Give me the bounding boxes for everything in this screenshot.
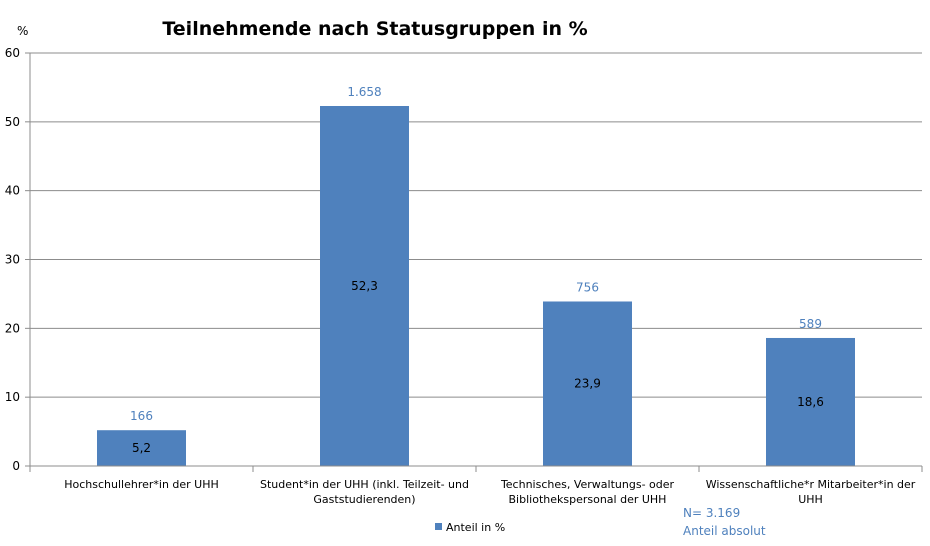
x-category-label: Wissenschaftliche*r Mitarbeiter*in der bbox=[706, 478, 916, 491]
bar-value-label: 18,6 bbox=[797, 395, 824, 409]
y-axis-ticks: 0 10 20 30 40 50 60 bbox=[5, 46, 20, 473]
bar-value-label: 5,2 bbox=[132, 441, 151, 455]
absolute-share-note: Anteil absolut bbox=[683, 524, 766, 538]
bar-absolute-label: 166 bbox=[130, 409, 153, 423]
bar-value-label: 52,3 bbox=[351, 279, 378, 293]
total-count-note: N= 3.169 bbox=[683, 506, 740, 520]
y-tick-label: 20 bbox=[5, 321, 20, 335]
x-category-label: Technisches, Verwaltungs- oder bbox=[500, 478, 675, 491]
legend: Anteil in % bbox=[435, 521, 505, 534]
y-tick-label: 10 bbox=[5, 390, 20, 404]
bars: 5,2 166 52,3 1.658 23,9 756 18,6 589 bbox=[97, 85, 855, 467]
y-tick-label: 0 bbox=[12, 459, 20, 473]
x-axis: Hochschullehrer*in der UHH Student*in der… bbox=[29, 53, 923, 506]
bar-absolute-label: 589 bbox=[799, 317, 822, 331]
chart-title: Teilnehmende nach Statusgruppen in % bbox=[162, 18, 587, 40]
x-category-label: Bibliothekspersonal der UHH bbox=[509, 493, 667, 506]
x-category-label: Hochschullehrer*in der UHH bbox=[64, 478, 219, 491]
y-tick-label: 50 bbox=[5, 115, 20, 129]
y-axis-label: % bbox=[17, 24, 28, 38]
bar-absolute-label: 1.658 bbox=[347, 85, 381, 99]
bar bbox=[320, 106, 409, 467]
x-category-label: Student*in der UHH (inkl. Teilzeit- und bbox=[260, 478, 469, 491]
legend-swatch bbox=[435, 523, 442, 530]
bar-absolute-label: 756 bbox=[576, 280, 599, 294]
x-category-label: Gaststudierenden) bbox=[313, 493, 415, 506]
legend-label: Anteil in % bbox=[446, 521, 505, 534]
bar-value-label: 23,9 bbox=[574, 377, 601, 391]
bar bbox=[97, 430, 186, 466]
y-tick-label: 60 bbox=[5, 46, 20, 60]
y-tick-label: 40 bbox=[5, 184, 20, 198]
gridlines bbox=[25, 52, 922, 467]
bar bbox=[543, 301, 632, 466]
y-tick-label: 30 bbox=[5, 253, 20, 267]
bar bbox=[766, 337, 855, 466]
x-category-label: UHH bbox=[798, 493, 823, 506]
